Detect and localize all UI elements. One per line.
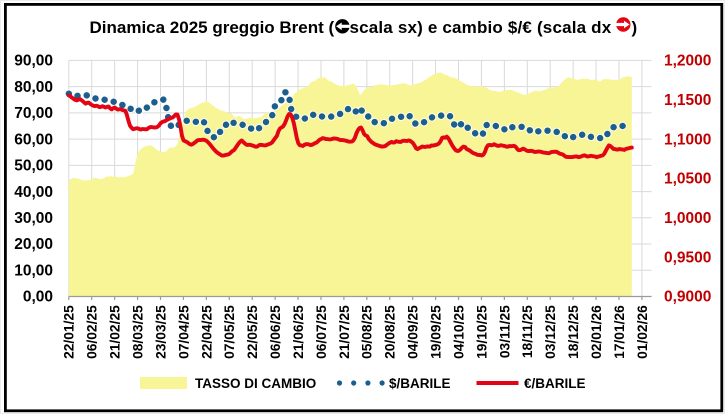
svg-text:1,0000: 1,0000 <box>664 210 711 227</box>
svg-text:Dinamica 2025 greggio Brent (: Dinamica 2025 greggio Brent ( <box>90 18 335 37</box>
svg-text:80,00: 80,00 <box>14 79 53 96</box>
svg-text:05/08/25: 05/08/25 <box>360 305 375 359</box>
svg-text:scala sx) e cambio $/€ (scala: scala sx) e cambio $/€ (scala dx <box>350 18 612 37</box>
svg-text:21/02/25: 21/02/25 <box>108 305 123 359</box>
svg-text:23/03/25: 23/03/25 <box>153 305 168 359</box>
svg-text:50,00: 50,00 <box>14 158 53 175</box>
svg-text:19/10/25: 19/10/25 <box>474 305 489 359</box>
svg-text:0,00: 0,00 <box>23 289 53 306</box>
svg-text:TASSO DI CAMBIO: TASSO DI CAMBIO <box>195 376 316 391</box>
svg-text:20,00: 20,00 <box>14 236 53 253</box>
svg-text:07/04/25: 07/04/25 <box>176 305 191 359</box>
svg-text:08/03/25: 08/03/25 <box>130 305 145 359</box>
svg-text:01/02/26: 01/02/26 <box>635 305 650 359</box>
svg-text:02/01/26: 02/01/26 <box>589 305 604 359</box>
svg-text:21/06/25: 21/06/25 <box>291 305 306 359</box>
svg-text:21/07/25: 21/07/25 <box>337 305 352 359</box>
svg-text:06/02/25: 06/02/25 <box>85 305 100 359</box>
svg-text:22/04/25: 22/04/25 <box>199 305 214 359</box>
svg-text:22/05/25: 22/05/25 <box>245 305 260 359</box>
svg-text:04/10/25: 04/10/25 <box>451 305 466 359</box>
svg-text:1,1500: 1,1500 <box>664 92 711 109</box>
svg-text:90,00: 90,00 <box>14 53 53 70</box>
svg-text:$/BARILE: $/BARILE <box>389 376 451 391</box>
svg-text:17/01/26: 17/01/26 <box>612 305 627 359</box>
svg-text:07/05/25: 07/05/25 <box>222 305 237 359</box>
svg-text:06/06/25: 06/06/25 <box>268 305 283 359</box>
svg-text:10,00: 10,00 <box>14 263 53 280</box>
svg-text:20/08/25: 20/08/25 <box>383 305 398 359</box>
svg-text:0,9000: 0,9000 <box>664 289 711 306</box>
svg-text:06/07/25: 06/07/25 <box>314 305 329 359</box>
svg-text:18/12/25: 18/12/25 <box>566 305 581 359</box>
svg-text:€/BARILE: €/BARILE <box>524 376 586 391</box>
svg-text:03/12/25: 03/12/25 <box>543 305 558 359</box>
svg-text:0,9500: 0,9500 <box>664 249 711 266</box>
svg-text:03/11/25: 03/11/25 <box>497 305 512 358</box>
svg-text:19/09/25: 19/09/25 <box>429 305 444 359</box>
svg-text:1,1000: 1,1000 <box>664 131 711 148</box>
svg-text:1,2000: 1,2000 <box>664 53 711 70</box>
svg-text:18/11/25: 18/11/25 <box>520 305 535 358</box>
svg-text:04/09/25: 04/09/25 <box>406 305 421 359</box>
svg-text:60,00: 60,00 <box>14 131 53 148</box>
svg-text:30,00: 30,00 <box>14 210 53 227</box>
svg-text:22/01/25: 22/01/25 <box>62 305 77 359</box>
svg-text:40,00: 40,00 <box>14 184 53 201</box>
svg-text:70,00: 70,00 <box>14 105 53 122</box>
svg-text:): ) <box>632 18 638 37</box>
svg-text:1,0500: 1,0500 <box>664 171 711 188</box>
